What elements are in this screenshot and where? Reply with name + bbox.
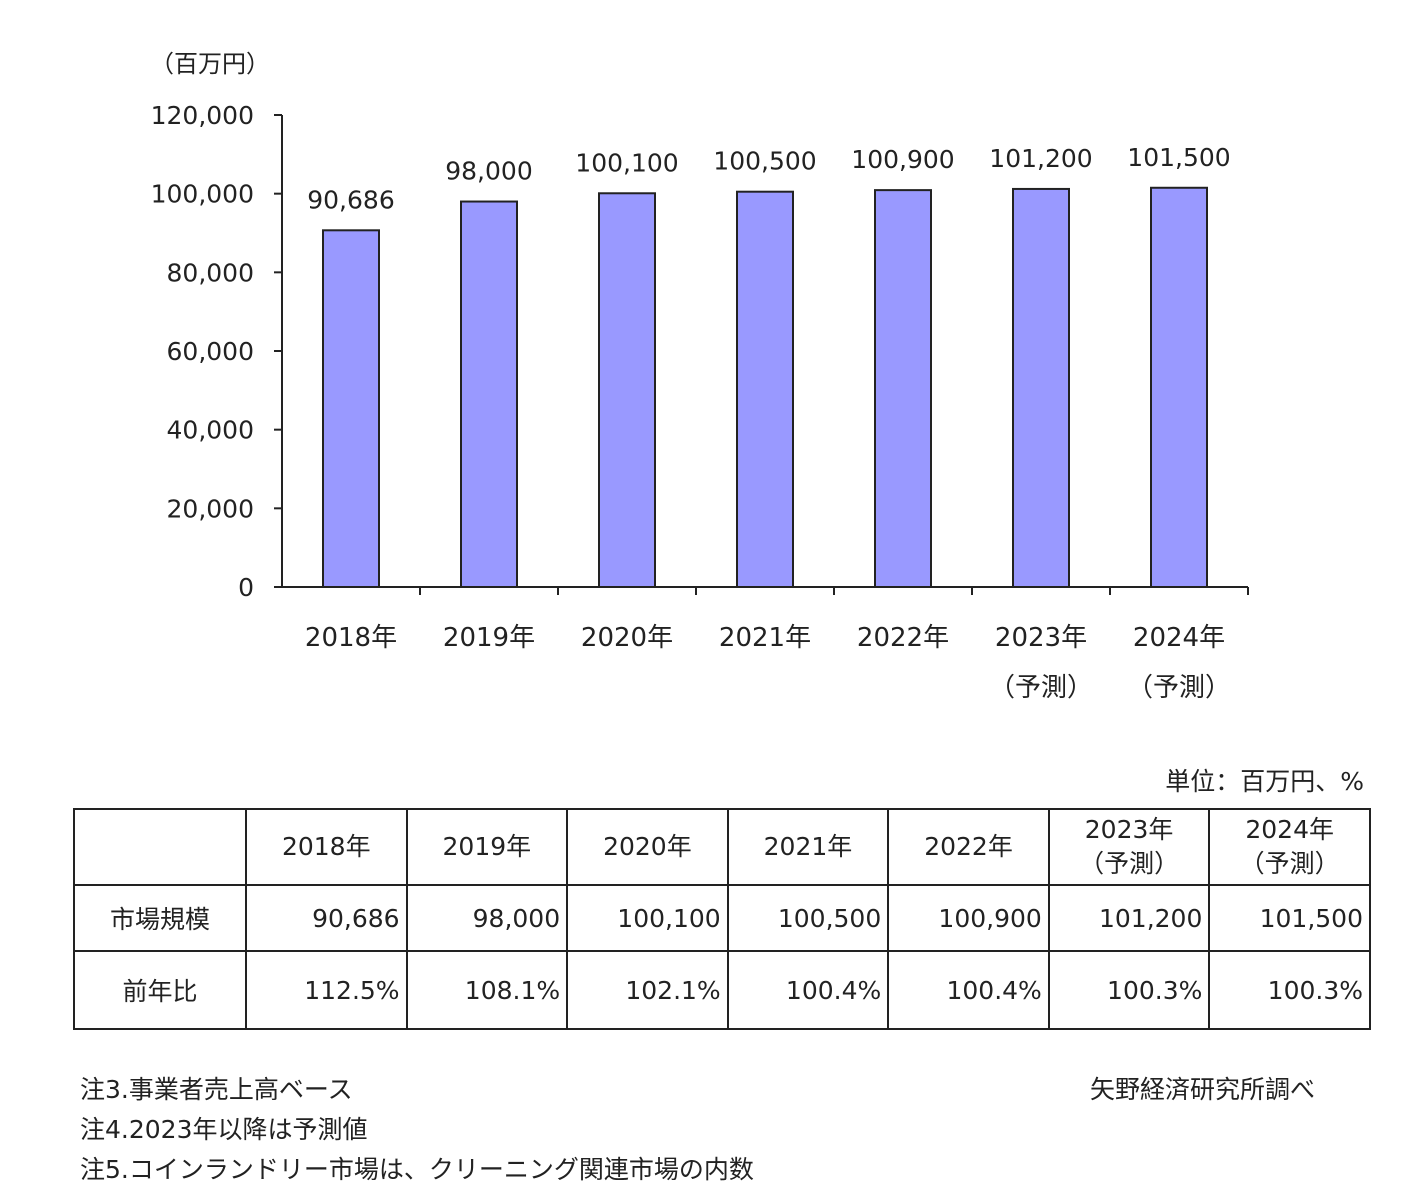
table-cell: 108.1% (405, 950, 569, 1030)
table-unit-label: 単位：百万円、% (1165, 767, 1364, 796)
table-cell: 101,500 (1208, 884, 1371, 952)
y-tick-label: 0 (238, 573, 254, 602)
market-data-table: 2018年 2019年 2020年 2021年 2022年 2023年 （予測） … (73, 808, 1371, 1030)
table-row-market-size: 市場規模 90,686 98,000 100,100 100,500 100,9… (73, 884, 1371, 952)
table-header-row: 2018年 2019年 2020年 2021年 2022年 2023年 （予測） … (73, 808, 1371, 886)
x-tick-label: 2023年 (995, 623, 1087, 653)
table-header-year: 2018年 (245, 808, 408, 886)
table-cell: 101,200 (1047, 884, 1211, 952)
table-cell: 100,100 (566, 884, 729, 952)
bar (874, 189, 932, 588)
bar-value-label: 101,500 (1127, 143, 1230, 172)
table-cell: 100.3% (1208, 950, 1371, 1030)
bar (1150, 186, 1208, 588)
table-cell: 102.1% (566, 950, 729, 1030)
table-header-year: 2024年 （予測） (1208, 808, 1371, 886)
bar-value-label: 100,500 (713, 147, 816, 176)
bar-value-label: 98,000 (445, 157, 532, 186)
y-tick-label: 100,000 (151, 180, 254, 209)
bar-value-label: 101,200 (989, 144, 1092, 173)
table-row-label: 前年比 (73, 950, 247, 1030)
market-size-bar-chart: 0 20,000 40,000 60,000 80,000 100,000 120,000 9… (151, 101, 1249, 703)
source-credit: 矢野経済研究所調べ (1090, 1075, 1316, 1104)
bar (598, 192, 656, 588)
table-header-year: 2022年 (887, 808, 1050, 886)
x-tick-sublabel: （予測） (989, 673, 1093, 703)
note-line: 注3.事業者売上高ベース (80, 1075, 353, 1104)
notes: 注3.事業者売上高ベース 注4.2023年以降は予測値 注5.コインランドリー市… (80, 1070, 754, 1190)
x-tick-label: 2021年 (719, 623, 811, 653)
y-tick-label: 120,000 (151, 101, 254, 130)
bar (322, 229, 380, 588)
y-tick-label: 60,000 (167, 337, 254, 366)
table-header-year: 2023年 （予測） (1047, 808, 1211, 886)
table-cell: 100.3% (1047, 950, 1211, 1030)
bar (736, 190, 794, 588)
table-row-label: 市場規模 (73, 884, 247, 952)
y-axis-unit-label: （百万円） (150, 50, 270, 78)
note-line: 注5.コインランドリー市場は、クリーニング関連市場の内数 (80, 1155, 754, 1184)
table-cell: 112.5% (245, 950, 408, 1030)
x-tick-label: 2020年 (581, 623, 673, 653)
x-tick-label: 2024年 (1133, 623, 1225, 653)
x-tick-sublabel: （予測） (1127, 673, 1231, 703)
table-cell: 90,686 (245, 884, 408, 952)
table-header-year: 2019年 (405, 808, 569, 886)
bar-value-label: 90,686 (307, 185, 394, 214)
table-cell: 100,900 (887, 884, 1050, 952)
table-cell: 100,500 (726, 884, 890, 952)
table-row-yoy: 前年比 112.5% 108.1% 102.1% 100.4% 100.4% 1… (73, 950, 1371, 1030)
table-cell: 100.4% (726, 950, 890, 1030)
x-tick-label: 2018年 (305, 623, 397, 653)
table-cell: 98,000 (405, 884, 569, 952)
y-tick-label: 80,000 (167, 258, 254, 287)
table-corner-cell (73, 808, 247, 886)
table-header-year: 2020年 (566, 808, 729, 886)
x-tick-label: 2022年 (857, 623, 949, 653)
x-tick-label: 2019年 (443, 623, 535, 653)
bar (460, 200, 518, 589)
bar (1012, 187, 1070, 589)
bar-value-label: 100,900 (851, 145, 954, 174)
table-header-year: 2021年 (726, 808, 890, 886)
bar-value-label: 100,100 (575, 148, 678, 177)
table-cell: 100.4% (887, 950, 1050, 1030)
note-line: 注4.2023年以降は予測値 (80, 1115, 368, 1144)
y-tick-label: 20,000 (167, 494, 254, 523)
y-tick-label: 40,000 (167, 416, 254, 445)
